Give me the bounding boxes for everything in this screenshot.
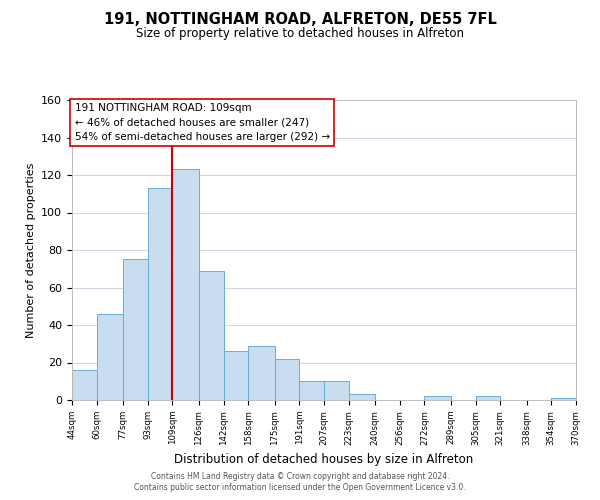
Text: Contains HM Land Registry data © Crown copyright and database right 2024.: Contains HM Land Registry data © Crown c… xyxy=(151,472,449,481)
Bar xyxy=(275,359,299,400)
Text: Size of property relative to detached houses in Alfreton: Size of property relative to detached ho… xyxy=(136,28,464,40)
Bar xyxy=(148,188,172,400)
Bar xyxy=(123,260,148,400)
Text: Contains public sector information licensed under the Open Government Licence v3: Contains public sector information licen… xyxy=(134,484,466,492)
Bar xyxy=(172,170,199,400)
X-axis label: Distribution of detached houses by size in Alfreton: Distribution of detached houses by size … xyxy=(175,453,473,466)
Bar xyxy=(551,398,576,400)
Y-axis label: Number of detached properties: Number of detached properties xyxy=(26,162,35,338)
Text: 191 NOTTINGHAM ROAD: 109sqm
← 46% of detached houses are smaller (247)
54% of se: 191 NOTTINGHAM ROAD: 109sqm ← 46% of det… xyxy=(74,103,329,142)
Bar xyxy=(248,346,275,400)
Text: 191, NOTTINGHAM ROAD, ALFRETON, DE55 7FL: 191, NOTTINGHAM ROAD, ALFRETON, DE55 7FL xyxy=(104,12,496,28)
Bar xyxy=(324,381,349,400)
Bar xyxy=(199,270,224,400)
Bar xyxy=(72,370,97,400)
Bar xyxy=(349,394,375,400)
Bar xyxy=(97,314,123,400)
Bar xyxy=(224,351,248,400)
Bar xyxy=(299,381,324,400)
Bar xyxy=(424,396,451,400)
Bar xyxy=(476,396,500,400)
